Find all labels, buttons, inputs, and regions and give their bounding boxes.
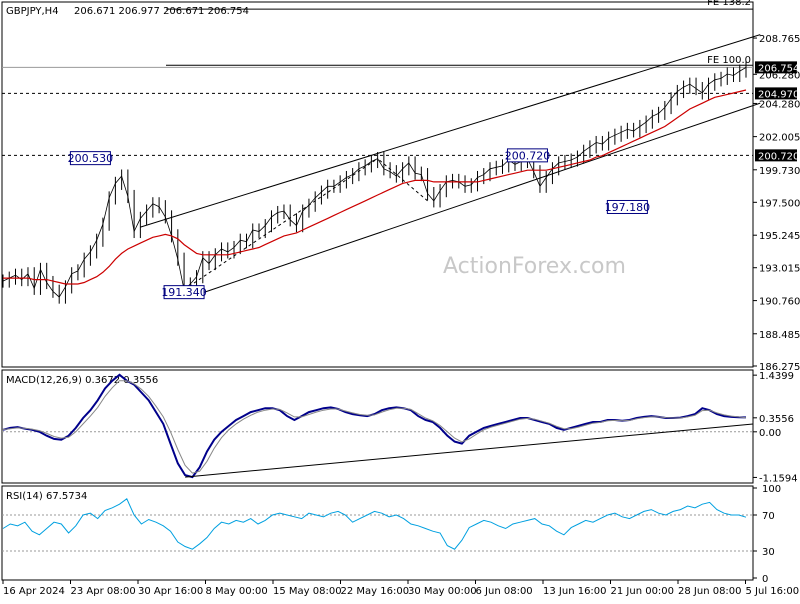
moving-average-series (3, 89, 747, 285)
annotation-label: 200.720 (505, 149, 551, 162)
macd-tick-label: 0.00 (759, 428, 781, 439)
price-tick-label: 204.280 (759, 99, 800, 110)
x-tick-label: 22 May 16:00 (341, 586, 410, 597)
rsi-plot (2, 498, 753, 552)
macd-trendline (185, 423, 754, 478)
x-tick-label: 16 Apr 2024 (3, 586, 65, 597)
channel-lower-line (202, 102, 761, 294)
price-tick-label: 195.245 (759, 231, 800, 242)
watermark: ActionForex.com (443, 254, 626, 279)
macd-signal-series (2, 380, 747, 474)
x-tick-label: 21 Jun 00:00 (611, 586, 675, 597)
annotation-box (163, 285, 205, 300)
x-tick-label: 23 Apr 08:00 (71, 586, 136, 597)
x-tick-label: 5 Jul 16:00 (746, 586, 800, 597)
price-panel-frame (1, 1, 754, 368)
chart-header-ohlc: 206.671 206.977 206.671 206.754 (74, 6, 249, 17)
annotation-box (506, 148, 548, 163)
price-tick-label: 202.005 (759, 133, 800, 144)
rsi-panel-frame (1, 485, 754, 581)
annotation-label: 191.340 (161, 286, 207, 299)
fib-label: FE 138.2 (707, 0, 751, 8)
macd-tick-label: 0.3556 (759, 414, 794, 425)
price-tick-label: 186.275 (759, 362, 800, 373)
x-tick-label: 6 Jun 08:00 (476, 586, 533, 597)
rsi-tick-label: 70 (762, 511, 775, 522)
x-tick-label: 30 May 00:00 (408, 586, 477, 597)
macd-macd-series (2, 373, 747, 479)
x-tick-label: 15 May 08:00 (273, 586, 342, 597)
price-tick-label: 206.280 (759, 70, 800, 81)
price-tag-label: 206.754 (758, 63, 799, 74)
price-tick-label: 190.760 (759, 297, 800, 308)
x-tick-label: 30 Apr 16:00 (138, 586, 203, 597)
rsi-title: RSI(14) 67.5734 (6, 491, 87, 502)
swing-dashed-line (183, 158, 378, 291)
price-tag-box (755, 61, 797, 74)
axes: 208.765 206.280 204.280 202.005 199.730 197.5… (2, 34, 800, 597)
macd-tick-label: -1.1594 (759, 473, 798, 484)
price-series (2, 67, 747, 298)
macd-tick-label: 1.4399 (759, 371, 794, 382)
rsi-tick-label: 30 (762, 547, 775, 558)
x-tick-label: 13 Jun 16:00 (543, 586, 607, 597)
price-tag-box (755, 87, 797, 100)
rsi-tick-label: 100 (762, 484, 781, 495)
price-tick-label: 197.500 (759, 198, 800, 209)
annotation-label: 197.180 (605, 201, 651, 214)
macd-panel-frame (1, 369, 754, 484)
fib-label: FE 100.0 (707, 55, 751, 66)
macd-title: MACD(12,26,9) 0.3672 0.3556 (6, 375, 158, 386)
price-plot: 200.530 191.340 200.720 197.180 FE 138.2 FE 1… (2, 0, 761, 304)
rsi-tick-label: 0 (762, 574, 768, 585)
price-tag-box (755, 149, 797, 162)
x-tick-label: 28 Jun 08:00 (678, 586, 742, 597)
rsi-series (2, 498, 747, 550)
price-tag-label: 200.720 (758, 151, 799, 162)
chart-header-symbol: GBPJPY,H4 (6, 6, 59, 17)
annotation-box (606, 199, 648, 214)
annotation-box (69, 151, 111, 166)
price-tag-label: 204.970 (758, 89, 799, 100)
channel-upper-line (140, 34, 761, 228)
price-tick-label: 188.485 (759, 330, 800, 341)
macd-plot (2, 373, 754, 479)
price-tick-label: 193.015 (759, 264, 800, 275)
price-tick-label: 199.730 (759, 166, 800, 177)
annotation-label: 200.530 (68, 152, 114, 165)
price-tick-label: 208.765 (759, 34, 800, 45)
x-tick-label: 8 May 00:00 (206, 586, 268, 597)
